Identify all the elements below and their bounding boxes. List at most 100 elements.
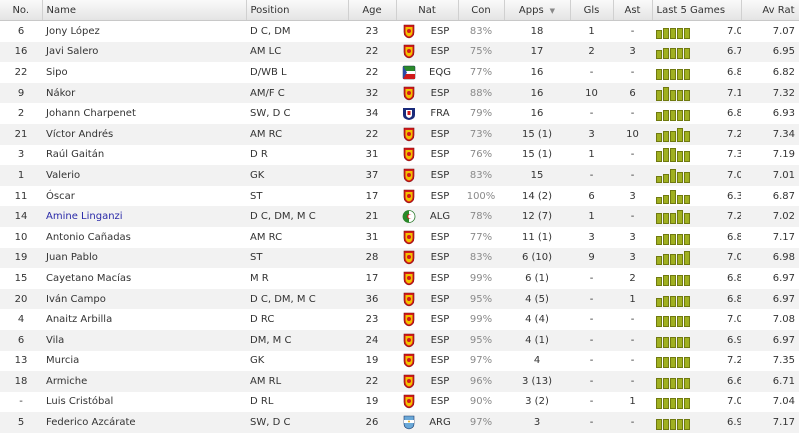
player-name: Iván Campo	[46, 293, 106, 305]
table-row[interactable]: 5 Federico Azcárate SW, D C 26 ARG 97% 3 - - 6.98…	[0, 412, 799, 433]
table-row[interactable]: 10 Antonio Cañadas AM RC 31 ESP 77% 11 (1) 3 3 6.…	[0, 227, 799, 248]
column-header-ast[interactable]: Ast	[613, 0, 653, 21]
form-bars	[656, 209, 690, 225]
table-row[interactable]: 21 Víctor Andrés AM RC 22 ESP 73% 15 (1) 3 10 7.2…	[0, 123, 799, 145]
squad-number: 2	[17, 108, 25, 120]
squad-number: 19	[14, 252, 28, 264]
player-nationality: ESP	[430, 396, 450, 408]
player-goals: -	[589, 417, 594, 429]
player-assists: -	[630, 355, 635, 367]
form-bar	[670, 336, 676, 348]
squad-number: 11	[14, 190, 28, 202]
form-bars	[656, 353, 690, 369]
table-row[interactable]: 20 Iván Campo D C, DM, M C 36 ESP 95% 4 (5) - 1 6…	[0, 288, 799, 310]
player-assists: 3	[629, 252, 636, 264]
form-bar	[656, 377, 662, 389]
form-bar	[656, 132, 662, 142]
player-goals: 1	[588, 25, 595, 37]
form-bar	[684, 68, 690, 80]
player-condition: 95%	[469, 334, 493, 346]
player-goals: -	[589, 169, 594, 181]
form-bars	[656, 127, 690, 142]
player-apps: 17	[530, 46, 544, 58]
column-header-position[interactable]: Position	[246, 0, 349, 21]
table-row[interactable]: 13 Murcia GK 19 ESP 97% 4 - - 7.28 7.35	[0, 351, 799, 372]
player-position: GK	[250, 355, 265, 367]
form-bar	[656, 297, 662, 307]
player-goals: 2	[588, 46, 595, 58]
player-age: 34	[365, 108, 379, 120]
table-row[interactable]: 18 Armiche AM RL 22 ESP 96% 3 (13) - - 6.66 6.71	[0, 371, 799, 392]
table-row[interactable]: 2 Johann Charpenet SW, D C 34 FRA 79% 16 - - 6.88…	[0, 103, 799, 124]
form-bars	[656, 250, 690, 266]
average-rating: 7.17	[772, 231, 795, 243]
player-nationality: ESP	[430, 231, 450, 243]
table-row[interactable]: 14 Amine Linganzi D C, DM, M C 21 ALG 78% 12 (…	[0, 206, 799, 227]
form-bar	[684, 398, 690, 410]
table-row[interactable]: 15 Cayetano Macías M R 17 ESP 99% 6 (1) - 2 6.82 6…	[0, 268, 799, 289]
last-5-average: 6.88	[727, 108, 741, 120]
player-age: 17	[365, 272, 379, 284]
player-goals: 3	[588, 128, 595, 140]
form-bar	[656, 256, 662, 266]
player-position: AM RC	[250, 231, 283, 243]
form-bar	[670, 274, 676, 286]
last-5-games-form	[652, 21, 723, 42]
form-bars	[656, 333, 690, 348]
column-header-avrat[interactable]: Av Rat	[741, 0, 799, 21]
last-5-games-form	[652, 124, 723, 145]
player-nationality: ESP	[430, 334, 450, 346]
form-bar	[684, 89, 690, 101]
player-nationality: ESP	[430, 355, 450, 367]
last-5-games-form	[652, 145, 723, 166]
column-header-apps[interactable]: Apps ▼	[504, 0, 571, 21]
table-row[interactable]: 4 Anaitz Arbilla D RC 23 ESP 99% 4 (4) - - 7.08 7.…	[0, 309, 799, 330]
player-apps: 14 (2)	[521, 190, 553, 202]
column-header-last5[interactable]: Last 5 Games	[652, 0, 742, 21]
player-assists: -	[630, 417, 635, 429]
column-header-name[interactable]: Name	[42, 0, 247, 21]
column-header-nat[interactable]: Nat	[396, 0, 459, 21]
table-row[interactable]: 6 Vila DM, M C 24 ESP 95% 4 (1) - - 6.96 6.97	[0, 329, 799, 351]
table-row[interactable]: 16 Javi Salero AM LC 22 ESP 75% 17 2 3 6.78 6.95	[0, 41, 799, 63]
table-row[interactable]: 22 Sipo D/WB L 22 EQG 77% 16 - - 6.86 6.82	[0, 62, 799, 83]
table-row[interactable]: 19 Juan Pablo ST 28 ESP 83% 6 (10) 9 3 7.00 6.98	[0, 247, 799, 269]
table-row[interactable]: - Luis Cristóbal D RL 19 ESP 90% 3 (2) - 1 7.04 7.…	[0, 392, 799, 413]
last-5-games-form	[652, 186, 723, 207]
average-rating: 7.02	[772, 211, 795, 223]
last-5-average: 7.28	[727, 211, 741, 223]
nationality-badge-cell	[396, 412, 422, 433]
column-header-age[interactable]: Age	[348, 0, 397, 21]
table-row[interactable]: 11 Óscar ST 17 ESP 100% 14 (2) 6 3 6.30 6.87	[0, 186, 799, 207]
form-bar	[684, 27, 690, 39]
player-condition: 79%	[469, 108, 493, 120]
player-age: 36	[365, 293, 379, 305]
form-bars	[656, 312, 690, 328]
player-condition: 95%	[469, 293, 493, 305]
player-name[interactable]: Amine Linganzi	[46, 211, 123, 223]
column-header-con[interactable]: Con	[458, 0, 505, 21]
form-bar	[670, 130, 676, 142]
average-rating: 6.71	[772, 375, 795, 387]
table-row[interactable]: 3 Raúl Gaitán D R 31 ESP 76% 15 (1) 1 - 7.36 7.19	[0, 145, 799, 166]
squad-number: 13	[14, 355, 28, 367]
form-bar	[670, 233, 676, 245]
table-row[interactable]: 9 Nákor AM/F C 32 ESP 88% 16 10 6 7.16 7.32	[0, 82, 799, 104]
form-bar	[663, 336, 669, 348]
player-position: D C, DM, M C	[250, 293, 316, 305]
table-row[interactable]: 1 Valerio GK 37 ESP 83% 15 - - 7.08 7.01	[0, 165, 799, 186]
player-position: AM LC	[250, 46, 282, 58]
form-bar	[677, 151, 683, 163]
column-header-gls[interactable]: Gls	[570, 0, 614, 21]
player-age: 24	[365, 334, 379, 346]
form-bar	[677, 377, 683, 389]
form-bar	[670, 68, 676, 80]
player-condition: 78%	[469, 211, 493, 223]
last-5-games-form	[652, 289, 723, 310]
player-goals: -	[589, 66, 594, 78]
player-name: Vila	[46, 334, 65, 346]
table-row[interactable]: 6 Jony López D C, DM 23 ESP 83% 18 1 - 7.04 7.07	[0, 21, 799, 42]
player-position: D/WB L	[250, 66, 287, 78]
form-bars	[656, 106, 690, 122]
column-header-no[interactable]: No.	[0, 0, 43, 21]
